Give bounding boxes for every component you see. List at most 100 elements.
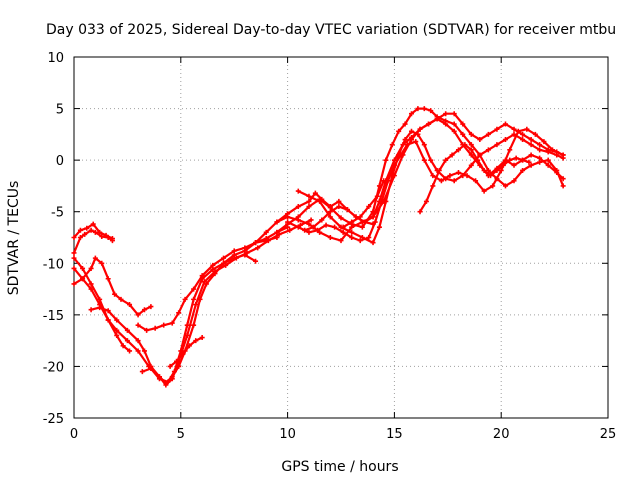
- data-point: [423, 198, 429, 204]
- data-point: [317, 229, 323, 235]
- data-point: [199, 335, 205, 341]
- data-point: [71, 265, 77, 271]
- data-point: [344, 207, 350, 213]
- data-point: [186, 343, 192, 349]
- data-point: [361, 219, 367, 225]
- data-point: [306, 193, 312, 199]
- data-point: [396, 152, 402, 158]
- data-point: [148, 304, 154, 310]
- grid: [74, 57, 608, 418]
- data-point: [520, 131, 526, 137]
- y-tick-label: -10: [43, 257, 64, 272]
- data-point: [71, 235, 77, 240]
- data-point: [357, 214, 363, 220]
- data-point: [545, 147, 551, 153]
- data-point: [349, 229, 355, 235]
- data-point: [184, 322, 190, 328]
- series-line: [286, 128, 565, 242]
- series-line: [137, 236, 278, 332]
- data-point: [306, 198, 312, 204]
- data-point: [477, 152, 483, 158]
- data-point: [88, 307, 94, 313]
- data-point: [139, 369, 145, 375]
- data-point: [201, 279, 207, 285]
- y-axis-label: SDTVAR / TECUs: [6, 181, 22, 296]
- data-point: [99, 233, 105, 239]
- data-series: [71, 106, 566, 388]
- data-point: [191, 286, 197, 292]
- data-point: [193, 338, 199, 344]
- data-point: [327, 209, 333, 215]
- data-point: [396, 128, 402, 134]
- data-point: [191, 322, 197, 328]
- data-point: [370, 240, 376, 246]
- data-point: [242, 245, 248, 251]
- data-point: [124, 327, 130, 333]
- data-point: [541, 139, 547, 145]
- data-point: [92, 229, 98, 235]
- data-point: [82, 231, 88, 237]
- y-tick-label: -5: [51, 206, 64, 221]
- data-point: [317, 198, 323, 204]
- data-point: [105, 308, 111, 314]
- data-point: [165, 379, 171, 385]
- series-line: [141, 253, 257, 383]
- data-point: [319, 217, 325, 223]
- data-point: [520, 137, 526, 143]
- series-line: [418, 143, 531, 213]
- data-point: [199, 273, 205, 279]
- data-point: [451, 178, 457, 184]
- data-point: [285, 214, 291, 220]
- data-point: [306, 204, 312, 210]
- data-point: [88, 265, 94, 271]
- data-point: [144, 327, 150, 333]
- data-point: [105, 317, 111, 323]
- data-point: [112, 291, 118, 297]
- series-line: [342, 179, 385, 229]
- data-point: [485, 131, 491, 137]
- data-point: [336, 198, 342, 204]
- data-point: [438, 178, 444, 184]
- data-point: [560, 183, 566, 189]
- data-point: [408, 137, 414, 143]
- data-point: [376, 224, 382, 230]
- data-point: [310, 224, 316, 230]
- data-point: [507, 157, 513, 163]
- data-point: [193, 302, 199, 308]
- data-point: [242, 252, 248, 258]
- data-point: [468, 162, 474, 168]
- data-point: [114, 327, 120, 333]
- data-point: [513, 155, 519, 161]
- data-point: [526, 159, 532, 165]
- data-point: [408, 128, 414, 134]
- data-point: [349, 224, 355, 230]
- data-point: [71, 255, 77, 261]
- data-point: [428, 108, 434, 114]
- data-point: [327, 214, 333, 220]
- data-point: [502, 137, 508, 143]
- x-tick-label: 0: [70, 427, 78, 442]
- series-line: [297, 130, 565, 244]
- data-point: [167, 363, 173, 369]
- data-point: [370, 214, 376, 220]
- data-point: [178, 348, 184, 354]
- data-point: [221, 255, 227, 261]
- data-point: [468, 152, 474, 158]
- data-point: [80, 265, 86, 271]
- data-point: [366, 235, 372, 240]
- data-point: [349, 235, 355, 240]
- data-point: [560, 152, 566, 158]
- data-point: [511, 162, 517, 168]
- data-point: [253, 240, 259, 246]
- data-point: [340, 224, 346, 230]
- series-line: [72, 257, 152, 316]
- data-point: [71, 281, 77, 287]
- data-point: [105, 235, 111, 240]
- data-point: [473, 178, 479, 184]
- y-tick-label: -25: [43, 412, 64, 427]
- data-point: [253, 258, 259, 264]
- data-point: [520, 167, 526, 173]
- data-point: [468, 147, 474, 153]
- data-point: [210, 262, 216, 268]
- data-point: [426, 121, 432, 127]
